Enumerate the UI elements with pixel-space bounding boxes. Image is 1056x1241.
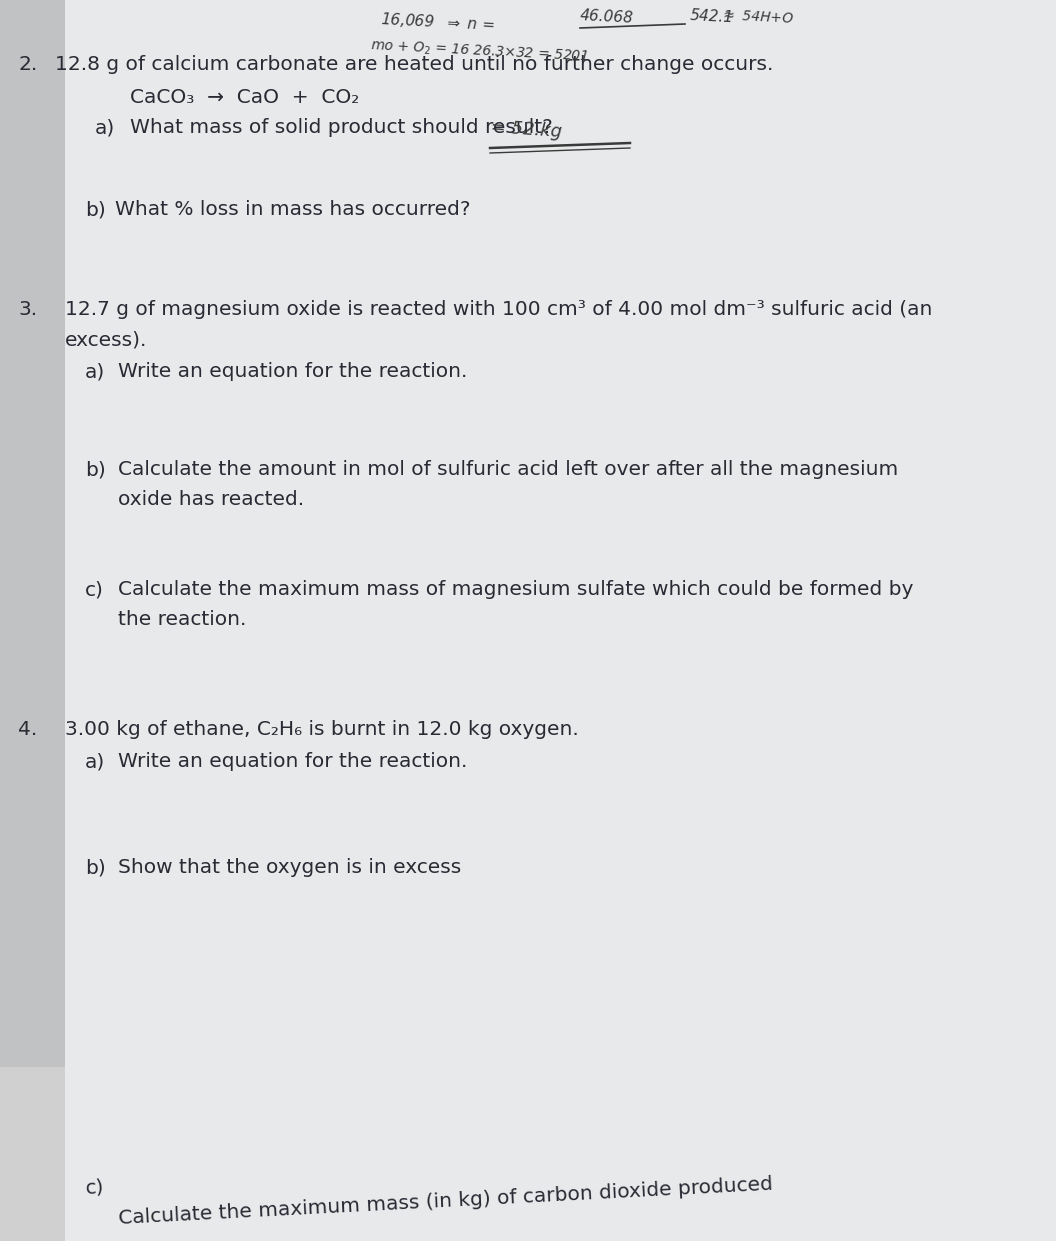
Text: 12.8 g of calcium carbonate are heated until no further change occurs.: 12.8 g of calcium carbonate are heated u… (55, 55, 773, 74)
Text: mo + O$_2$ = 16 26.3$\times$32 = 5201: mo + O$_2$ = 16 26.3$\times$32 = 5201 (370, 38, 589, 66)
Text: What % loss in mass has occurred?: What % loss in mass has occurred? (115, 200, 471, 218)
Text: Calculate the amount in mol of sulfuric acid left over after all the magnesium: Calculate the amount in mol of sulfuric … (118, 460, 899, 479)
Text: the reaction.: the reaction. (118, 611, 246, 629)
Text: b): b) (84, 460, 106, 479)
Text: Calculate the maximum mass of magnesium sulfate which could be formed by: Calculate the maximum mass of magnesium … (118, 580, 913, 599)
Text: excess).: excess). (65, 330, 148, 349)
Text: Write an equation for the reaction.: Write an equation for the reaction. (118, 752, 468, 771)
Text: c): c) (84, 580, 103, 599)
Text: c): c) (84, 1178, 105, 1198)
Text: = 52.kg: = 52.kg (490, 118, 563, 141)
Bar (0, 0, 65, 1067)
Text: oxide has reacted.: oxide has reacted. (118, 490, 304, 509)
Text: b): b) (84, 858, 106, 877)
Text: a): a) (84, 362, 106, 381)
Text: Calculate the maximum mass (in kg) of carbon dioxide produced: Calculate the maximum mass (in kg) of ca… (118, 1175, 773, 1229)
Text: 46.068: 46.068 (580, 7, 635, 26)
Text: What mass of solid product should result?: What mass of solid product should result… (130, 118, 552, 137)
Text: 3.00 kg of ethane, C₂H₆ is burnt in 12.0 kg oxygen.: 3.00 kg of ethane, C₂H₆ is burnt in 12.0… (65, 720, 579, 738)
Text: 16,069  $\Rightarrow$ n =: 16,069 $\Rightarrow$ n = (380, 10, 495, 34)
Text: 3.: 3. (18, 300, 37, 319)
Text: $\approx$ 54H+O: $\approx$ 54H+O (720, 7, 794, 26)
Text: b): b) (84, 200, 106, 218)
Text: a): a) (84, 752, 106, 771)
Text: 12.7 g of magnesium oxide is reacted with 100 cm³ of 4.00 mol dm⁻³ sulfuric acid: 12.7 g of magnesium oxide is reacted wit… (65, 300, 932, 319)
Text: Write an equation for the reaction.: Write an equation for the reaction. (118, 362, 468, 381)
Text: CaCO₃  →  CaO  +  CO₂: CaCO₃ → CaO + CO₂ (130, 88, 359, 107)
Text: a): a) (95, 118, 115, 137)
Text: 2.: 2. (18, 55, 37, 74)
Text: Show that the oxygen is in excess: Show that the oxygen is in excess (118, 858, 461, 877)
Text: 4.: 4. (18, 720, 37, 738)
Text: 542.1: 542.1 (690, 7, 735, 25)
